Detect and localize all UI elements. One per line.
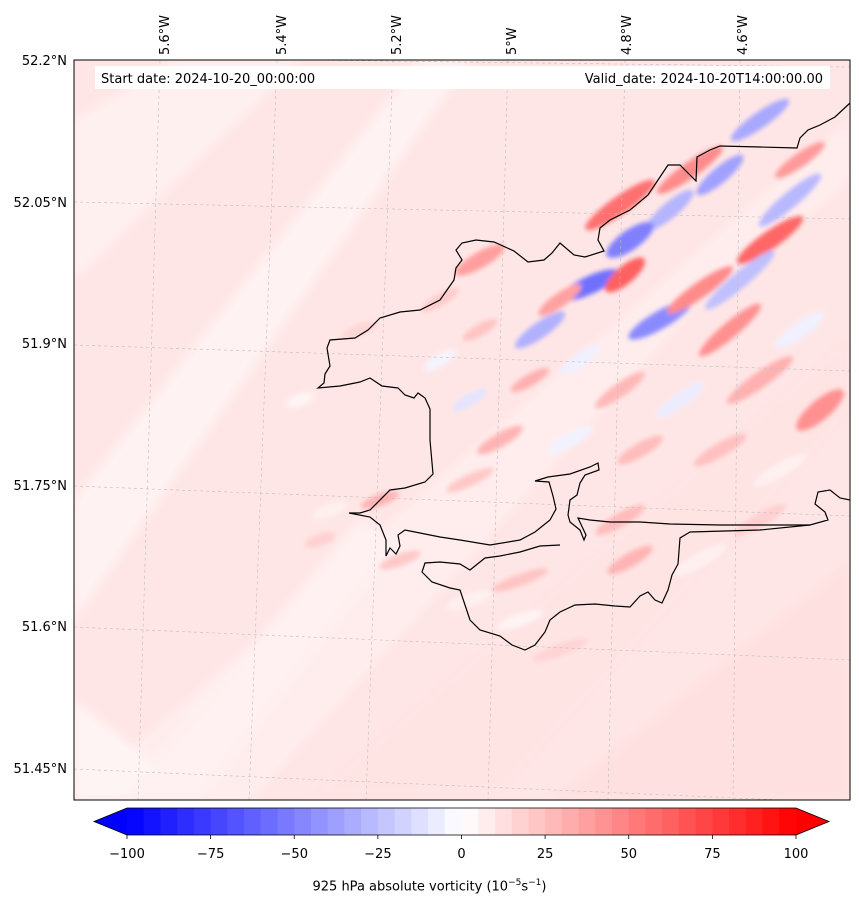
lon-tick-label: 5.6°W [158, 15, 173, 55]
colorbar-swatch [210, 808, 228, 835]
lat-tick-labels: 52.2°N 52.05°N 51.9°N 51.75°N 51.6°N 51.… [14, 54, 67, 777]
colorbar-swatch [344, 808, 362, 835]
colorbar-swatch [444, 808, 463, 835]
colorbar-swatch [478, 808, 496, 835]
colorbar-swatch [193, 808, 212, 835]
lat-tick-label: 51.75°N [14, 479, 67, 494]
colorbar-title-exp2: −1 [528, 878, 542, 888]
colorbar-tick-label: 25 [537, 847, 554, 862]
colorbar-swatch [461, 808, 479, 835]
colorbar-swatch [394, 808, 412, 835]
colorbar-swatch [561, 808, 580, 835]
colorbar-swatch [528, 808, 546, 835]
lat-tick-label: 52.2°N [22, 54, 67, 69]
map-frame [73, 59, 851, 801]
colorbar-swatch [779, 808, 797, 835]
colorbar-tick-label: 75 [704, 847, 721, 862]
lat-tick-label: 51.6°N [22, 620, 67, 635]
colorbar-swatch [729, 808, 747, 835]
lon-tick-labels: 5.6°W 5.4°W 5.2°W 5°W 4.8°W 4.6°W [158, 15, 751, 55]
lon-tick-label: 5.4°W [275, 15, 290, 55]
colorbar-swatch [244, 808, 262, 835]
colorbar-tick-label: 0 [457, 847, 465, 862]
colorbar-title-suffix: ) [541, 879, 547, 895]
colorbar-swatch [277, 808, 295, 835]
colorbar-swatch [411, 808, 429, 835]
lat-tick-label: 52.05°N [14, 196, 67, 211]
colorbar-swatch [645, 808, 663, 835]
lon-tick-label: 4.6°W [736, 15, 751, 55]
colorbar-swatch [662, 808, 680, 835]
start-date-text: Start date: 2024-10-20_00:00:00 [101, 72, 315, 87]
date-header-box [95, 66, 830, 89]
lon-tick-label: 5°W [505, 27, 520, 55]
colorbar-swatch [745, 808, 764, 835]
colorbar-tick-label: −75 [197, 847, 224, 862]
colorbar-tick-label: −25 [364, 847, 391, 862]
colorbar-swatch [294, 808, 312, 835]
lon-tick-label: 4.8°W [620, 15, 635, 55]
coastline [316, 102, 850, 651]
colorbar-swatch [762, 808, 780, 835]
colorbar-tick-label: −50 [281, 847, 308, 862]
colorbar-swatch [712, 808, 730, 835]
colorbar-swatch [160, 808, 178, 835]
colorbar-swatch [177, 808, 195, 835]
colorbar: −100 −75 −50 −25 0 25 50 75 100 [92, 807, 831, 862]
colorbar-swatch [695, 808, 713, 835]
colorbar-swatch [678, 808, 697, 835]
colorbar-swatch [494, 808, 513, 835]
colorbar-tick-label: 50 [620, 847, 637, 862]
colorbar-swatch [361, 808, 379, 835]
colorbar-swatch [578, 808, 596, 835]
colorbar-swatch [612, 808, 630, 835]
colorbar-swatch [327, 808, 345, 835]
valid-date-text: Valid_date: 2024-10-20T14:00:00.00 [585, 72, 823, 87]
lat-tick-label: 51.9°N [22, 337, 67, 352]
colorbar-swatch [260, 808, 279, 835]
colorbar-extend-max [796, 808, 829, 835]
colorbar-swatch [428, 808, 446, 835]
colorbar-swatch [545, 808, 563, 835]
colorbar-swatch [127, 808, 145, 835]
colorbar-tick-label: −100 [109, 847, 145, 862]
colorbar-swatch [377, 808, 396, 835]
colorbar-title: 925 hPa absolute vorticity (10−5s−1) [0, 878, 859, 894]
colorbar-extend-min [94, 808, 127, 835]
colorbar-swatch [628, 808, 646, 835]
colorbar-tick-label: 100 [784, 847, 809, 862]
lon-tick-label: 5.2°W [390, 15, 405, 55]
colorbar-title-exp1: −5 [508, 878, 522, 888]
colorbar-swatch [310, 808, 329, 835]
colorbar-swatch [595, 808, 613, 835]
vorticity-field [74, 60, 850, 800]
colorbar-swatch [511, 808, 529, 835]
colorbar-title-prefix: 925 hPa absolute vorticity (10 [312, 879, 509, 895]
colorbar-swatch [227, 808, 245, 835]
colorbar-title-mid: s [521, 879, 529, 895]
lat-tick-label: 51.45°N [14, 762, 67, 777]
colorbar-swatch [143, 808, 161, 835]
